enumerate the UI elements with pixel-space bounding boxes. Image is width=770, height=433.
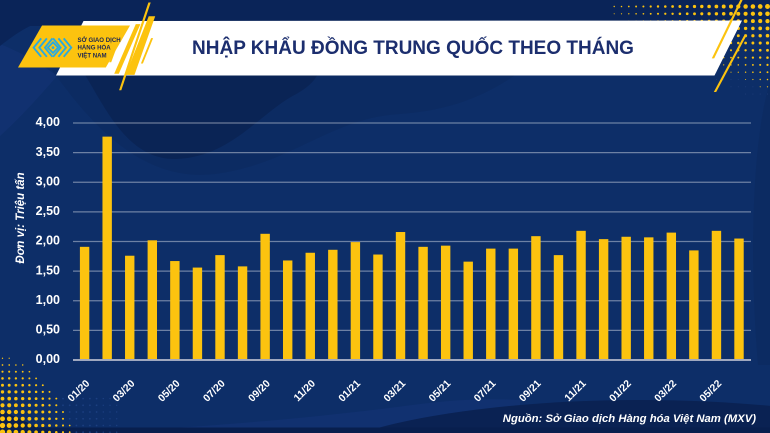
svg-text:Đơn vị: Triệu tấn: Đơn vị: Triệu tấn [15,172,27,263]
svg-text:3,00: 3,00 [36,174,60,188]
svg-text:3,50: 3,50 [36,145,60,159]
svg-text:1,00: 1,00 [36,293,60,307]
svg-text:VIỆT NAM: VIỆT NAM [78,51,107,59]
svg-text:NHẬP KHẨU ĐỒNG TRUNG QUỐC THEO: NHẬP KHẨU ĐỒNG TRUNG QUỐC THEO THÁNG [192,37,634,59]
svg-text:1,50: 1,50 [36,263,60,277]
svg-text:2,50: 2,50 [36,204,60,218]
svg-text:0,00: 0,00 [36,352,60,366]
svg-text:2,00: 2,00 [36,234,60,248]
svg-text:SỞ GIAO DỊCH: SỞ GIAO DỊCH [78,37,121,44]
svg-text:0,50: 0,50 [36,323,60,337]
svg-text:4,00: 4,00 [36,115,60,129]
svg-text:Nguồn: Sở Giao dịch Hàng hóa V: Nguồn: Sở Giao dịch Hàng hóa Việt Nam (M… [503,413,756,425]
svg-text:HÀNG HÓA: HÀNG HÓA [78,44,112,52]
